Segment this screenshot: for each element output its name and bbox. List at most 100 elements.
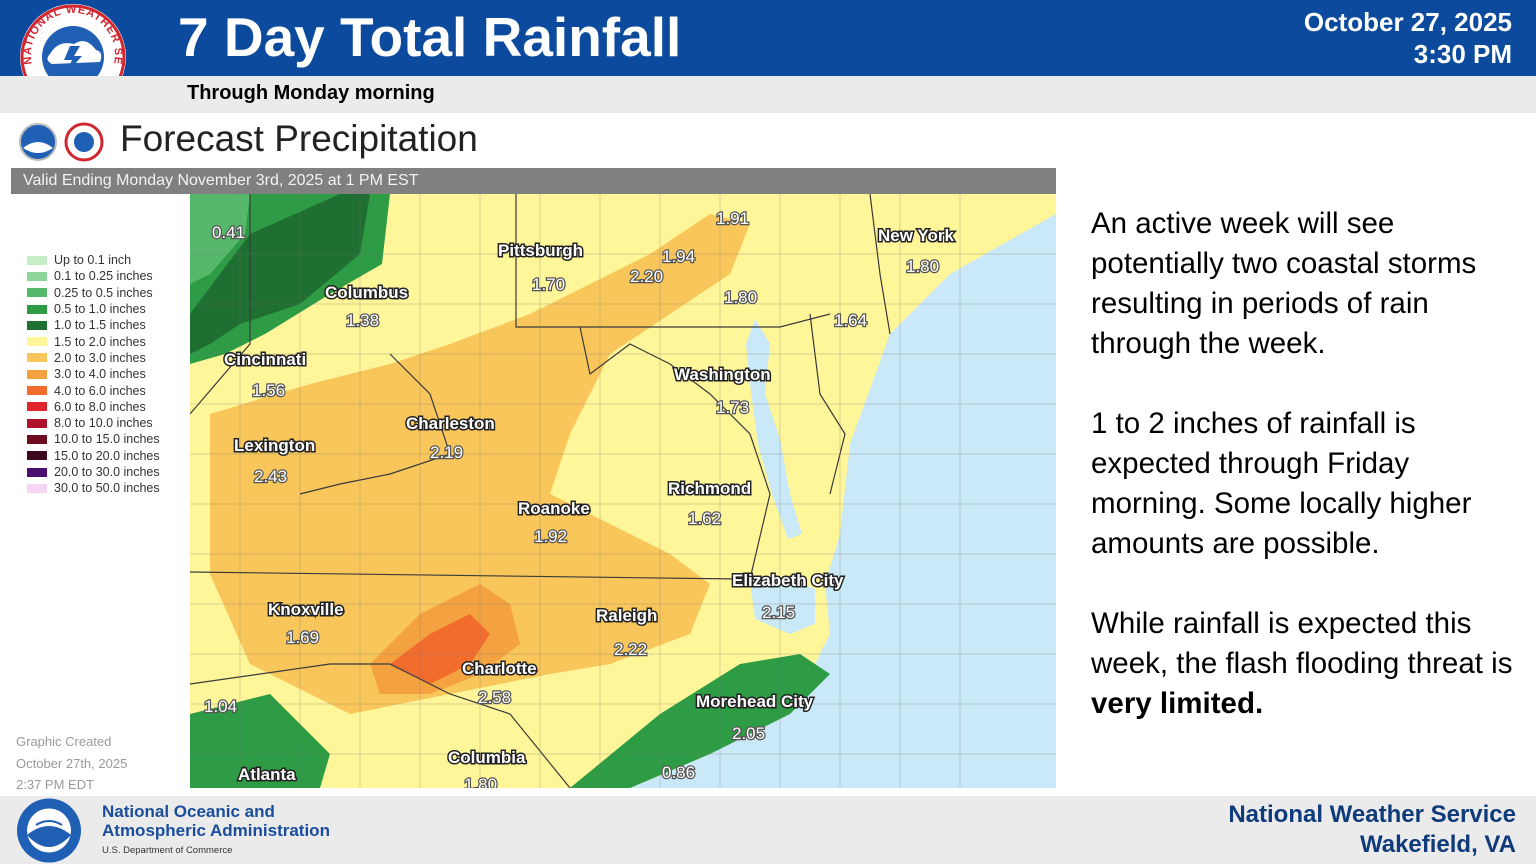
map-title: Forecast Precipitation bbox=[120, 118, 478, 159]
rainfall-legend: Up to 0.1 inch 0.1 to 0.25 inches 0.25 t… bbox=[27, 252, 160, 496]
legend-swatch bbox=[27, 434, 47, 444]
issue-date: October 27, 2025 bbox=[1303, 7, 1512, 37]
legend-swatch bbox=[27, 418, 47, 428]
city-label-pittsburgh: Pittsburgh bbox=[498, 241, 583, 260]
created-date: October 27th, 2025 bbox=[16, 755, 128, 771]
amount-north-pennsylvania: 1.91 bbox=[716, 209, 749, 228]
legend-swatch bbox=[27, 386, 47, 396]
amount-elizabeth-city: 2.15 bbox=[762, 603, 795, 622]
state-borders bbox=[190, 194, 891, 788]
amount-central-pennsylvania: 1.94 bbox=[662, 247, 695, 266]
office-line-1: National Weather Service bbox=[1228, 801, 1516, 828]
city-label-morehead-city: Morehead City bbox=[696, 692, 814, 711]
legend-swatch bbox=[27, 402, 47, 412]
legend-label: 6.0 to 8.0 inches bbox=[54, 399, 146, 414]
legend-label: 30.0 to 50.0 inches bbox=[54, 481, 160, 496]
noaa-logo bbox=[17, 798, 81, 863]
amount-knoxville: 1.69 bbox=[286, 628, 319, 647]
discussion-paragraph-3-lead: While rainfall is expected this week, th… bbox=[1091, 607, 1513, 680]
city-label-washington: Washington bbox=[674, 365, 771, 384]
legend-label: 8.0 to 10.0 inches bbox=[54, 416, 153, 431]
legend-label: 2.0 to 3.0 inches bbox=[54, 350, 146, 365]
issue-time: 3:30 PM bbox=[1413, 39, 1512, 69]
amount-southwest: 1.04 bbox=[204, 697, 237, 716]
agency-logos bbox=[19, 122, 104, 162]
chesapeake-bay bbox=[746, 319, 802, 539]
legend-item: 0.25 to 0.5 inches bbox=[27, 285, 160, 301]
subtitle-bar bbox=[0, 76, 1536, 113]
legend-item: 20.0 to 30.0 inches bbox=[27, 464, 160, 480]
legend-swatch bbox=[27, 337, 47, 347]
city-label-new-york: New York bbox=[878, 226, 954, 245]
discussion-emphasis: very limited. bbox=[1091, 687, 1264, 720]
legend-item: 0.5 to 1.0 inches bbox=[27, 301, 160, 317]
legend-label: 0.25 to 0.5 inches bbox=[54, 285, 153, 300]
graphic-created: Graphic Created October 27th, 2025 2:37 … bbox=[16, 731, 127, 796]
discussion-paragraph-2: 1 to 2 inches of rainfall is expected th… bbox=[1091, 407, 1472, 560]
albemarle-sound bbox=[750, 579, 815, 634]
agency-name-line-1: National Oceanic and bbox=[102, 802, 275, 821]
amount-lexington: 2.43 bbox=[254, 467, 287, 486]
amount-northwest: 0.41 bbox=[212, 223, 245, 242]
legend-label: 10.0 to 15.0 inches bbox=[54, 432, 160, 447]
county-lines bbox=[190, 194, 1056, 788]
legend-label: 0.1 to 0.25 inches bbox=[54, 269, 153, 284]
created-time: 2:37 PM EDT bbox=[16, 777, 95, 792]
amount-charleston: 2.19 bbox=[430, 443, 463, 462]
amount-south-central-pennsylvania: 2.20 bbox=[630, 267, 663, 286]
legend-swatch bbox=[27, 255, 47, 265]
legend-label: 1.0 to 1.5 inches bbox=[54, 318, 146, 333]
amount-morehead-city: 2.05 bbox=[732, 724, 765, 743]
city-label-atlanta: Atlanta bbox=[238, 765, 296, 784]
legend-swatch bbox=[27, 467, 47, 477]
legend-swatch bbox=[27, 353, 47, 363]
city-label-charleston: Charleston bbox=[406, 414, 495, 433]
city-label-cincinnati: Cincinnati bbox=[224, 350, 306, 369]
office-name: National Weather Service Wakefield, VA bbox=[1228, 800, 1516, 860]
amount-southeast-pennsylvania: 1.80 bbox=[724, 288, 757, 307]
dark-green-band bbox=[190, 194, 370, 354]
rainfall-map: Pittsburgh 1.70 Columbus 1.38 Cincinnati… bbox=[190, 194, 1056, 788]
valid-time-bar: Valid Ending Monday November 3rd, 2025 a… bbox=[11, 168, 1056, 194]
legend-item: Up to 0.1 inch bbox=[27, 252, 160, 268]
agency-name-line-2: Atmospheric Administration bbox=[102, 821, 330, 840]
legend-swatch bbox=[27, 271, 47, 281]
northwest-light-green bbox=[190, 194, 250, 284]
amount-charlotte: 2.58 bbox=[478, 688, 511, 707]
amount-new-york: 1.80 bbox=[906, 257, 939, 276]
amount-columbus: 1.38 bbox=[346, 311, 379, 330]
forecast-discussion: An active week will see potentially two … bbox=[1091, 204, 1521, 764]
city-label-raleigh: Raleigh bbox=[596, 606, 657, 625]
city-label-knoxville: Knoxville bbox=[268, 600, 344, 619]
legend-item: 3.0 to 4.0 inches bbox=[27, 366, 160, 382]
legend-swatch bbox=[27, 451, 47, 461]
city-label-charlotte: Charlotte bbox=[462, 659, 537, 678]
city-label-elizabeth-city: Elizabeth City bbox=[732, 571, 844, 590]
legend-swatch bbox=[27, 304, 47, 314]
legend-swatch bbox=[27, 288, 47, 298]
legend-swatch bbox=[27, 320, 47, 330]
amount-cincinnati: 1.56 bbox=[252, 381, 285, 400]
amount-washington: 1.73 bbox=[716, 398, 749, 417]
legend-item: 4.0 to 6.0 inches bbox=[27, 382, 160, 398]
city-label-lexington: Lexington bbox=[234, 436, 315, 455]
legend-label: 0.5 to 1.0 inches bbox=[54, 302, 146, 317]
southwest-green-zone bbox=[190, 694, 330, 788]
amount-raleigh: 2.22 bbox=[614, 640, 647, 659]
legend-item: 2.0 to 3.0 inches bbox=[27, 350, 160, 366]
issue-datetime: October 27, 2025 3:30 PM bbox=[1304, 6, 1512, 70]
department-name: U.S. Department of Commerce bbox=[102, 845, 233, 856]
legend-label: 3.0 to 4.0 inches bbox=[54, 367, 146, 382]
legend-item: 1.0 to 1.5 inches bbox=[27, 317, 160, 333]
amount-south-coast: 0.86 bbox=[662, 763, 695, 782]
legend-label: Up to 0.1 inch bbox=[54, 253, 132, 268]
created-label: Graphic Created bbox=[16, 734, 112, 749]
legend-swatch bbox=[27, 369, 47, 379]
legend-swatch bbox=[27, 483, 47, 493]
footer-bar bbox=[0, 796, 1536, 864]
page-subtitle: Through Monday morning bbox=[187, 82, 435, 104]
agency-name: National Oceanic and Atmospheric Adminis… bbox=[102, 802, 330, 840]
amount-richmond: 1.62 bbox=[688, 509, 721, 528]
page-title: 7 Day Total Rainfall bbox=[178, 6, 682, 68]
city-label-columbus: Columbus bbox=[325, 283, 408, 302]
